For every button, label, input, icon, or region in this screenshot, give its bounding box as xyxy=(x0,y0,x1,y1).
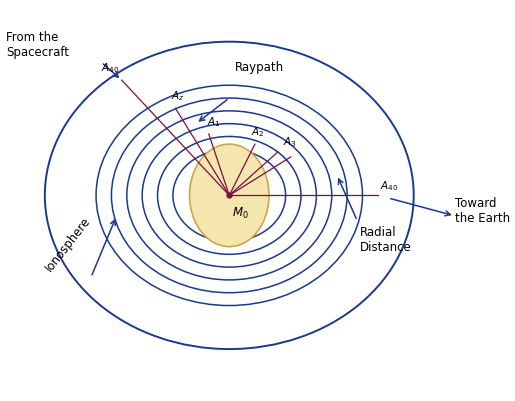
Text: $A_1$: $A_1$ xyxy=(207,115,221,129)
Text: $A_{40}$: $A_{40}$ xyxy=(381,179,399,193)
Text: Raypath: Raypath xyxy=(234,61,284,74)
Text: Ionosphere: Ionosphere xyxy=(43,214,93,274)
Text: $A_3$: $A_3$ xyxy=(283,136,297,149)
Text: $A_{40}$: $A_{40}$ xyxy=(101,61,119,75)
Ellipse shape xyxy=(190,144,269,247)
Text: $M_0$: $M_0$ xyxy=(232,206,249,221)
Text: Radial
Distance: Radial Distance xyxy=(360,226,411,254)
Text: $A_z$: $A_z$ xyxy=(171,89,185,103)
Text: $A_2$: $A_2$ xyxy=(251,125,264,139)
Text: Toward
the Earth: Toward the Earth xyxy=(455,197,510,225)
Text: From the
Spacecraft: From the Spacecraft xyxy=(6,31,70,59)
